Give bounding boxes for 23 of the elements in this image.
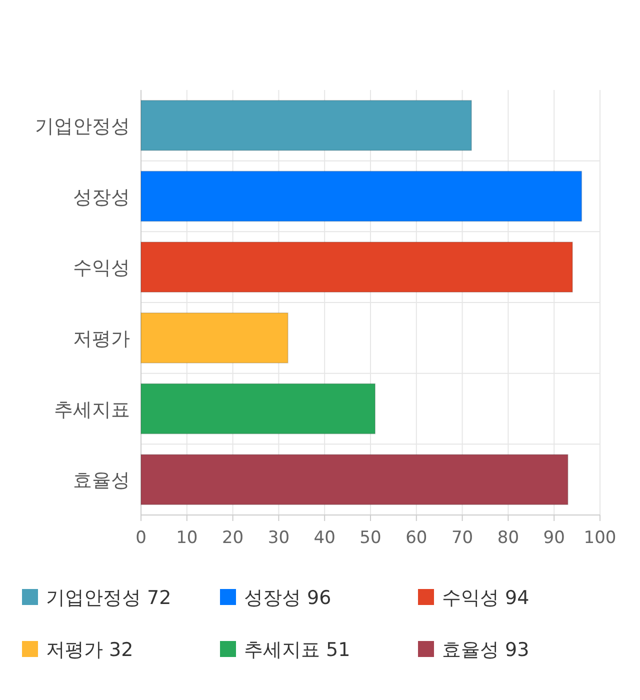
y-tick-label: 수익성 — [73, 257, 130, 280]
x-tick-label: 0 — [136, 528, 146, 548]
x-tick-label: 20 — [222, 528, 244, 548]
y-tick-label: 추세지표 — [54, 398, 130, 421]
legend-label: 기업안정성 72 — [46, 587, 172, 609]
legend-label: 추세지표 51 — [244, 639, 350, 661]
x-tick-label: 10 — [176, 528, 198, 548]
x-tick-label: 40 — [314, 528, 336, 548]
x-tick-label: 50 — [360, 528, 382, 548]
legend-label: 저평가 32 — [46, 639, 134, 661]
legend-label: 효율성 93 — [442, 639, 530, 661]
x-tick-label: 100 — [584, 528, 616, 548]
x-tick-label: 80 — [497, 528, 520, 548]
x-tick-label: 90 — [543, 528, 565, 548]
y-tick-label: 저평가 — [73, 328, 130, 350]
legend-label: 수익성 94 — [442, 587, 530, 609]
x-tick-label: 70 — [451, 528, 474, 548]
legend-label: 성장성 96 — [244, 587, 332, 609]
x-tick-label: 30 — [268, 528, 290, 548]
y-tick-label: 효율성 — [73, 470, 130, 492]
y-tick-label: 기업안정성 — [35, 115, 130, 138]
y-tick-label: 성장성 — [73, 186, 130, 208]
x-tick-label: 60 — [406, 528, 428, 548]
